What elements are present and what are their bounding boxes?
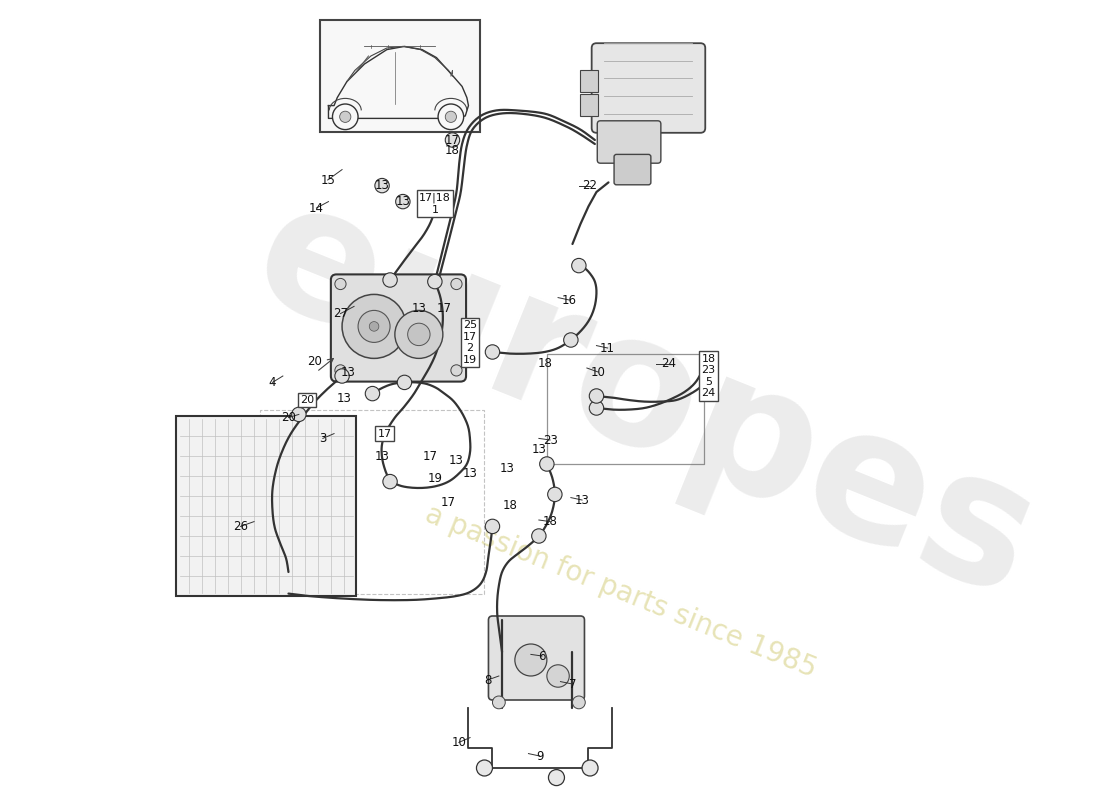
- Text: 20: 20: [300, 395, 313, 405]
- Circle shape: [590, 401, 604, 415]
- Text: 13: 13: [375, 450, 389, 462]
- Text: 15: 15: [320, 174, 336, 186]
- Text: 13: 13: [375, 179, 389, 192]
- Text: europes: europes: [230, 164, 1059, 636]
- Text: 26: 26: [233, 520, 248, 533]
- Text: 23: 23: [542, 434, 558, 446]
- Text: 18: 18: [538, 358, 552, 370]
- Circle shape: [395, 310, 443, 358]
- Circle shape: [332, 104, 359, 130]
- Text: 17: 17: [437, 302, 452, 314]
- Circle shape: [572, 696, 585, 709]
- Circle shape: [515, 644, 547, 676]
- Circle shape: [582, 760, 598, 776]
- Text: 18
23
5
24: 18 23 5 24: [702, 354, 716, 398]
- FancyBboxPatch shape: [614, 154, 651, 185]
- Text: 22: 22: [583, 179, 597, 192]
- Text: 10: 10: [451, 736, 466, 749]
- Text: 4: 4: [268, 376, 276, 389]
- Bar: [320, 20, 481, 132]
- Text: 13: 13: [449, 454, 464, 466]
- Text: 13: 13: [574, 494, 590, 506]
- Text: 25
17
2
19: 25 17 2 19: [463, 320, 477, 365]
- Text: 10: 10: [591, 366, 605, 378]
- Text: a passion for parts since 1985: a passion for parts since 1985: [420, 501, 821, 683]
- Text: 13: 13: [531, 443, 547, 456]
- Text: 6: 6: [538, 650, 546, 662]
- Circle shape: [493, 696, 505, 709]
- Text: 18: 18: [446, 144, 460, 157]
- Text: 17|18
1: 17|18 1: [419, 193, 451, 215]
- Circle shape: [370, 322, 378, 331]
- Circle shape: [446, 133, 460, 147]
- Circle shape: [548, 487, 562, 502]
- Text: 27: 27: [333, 307, 348, 320]
- Circle shape: [359, 310, 390, 342]
- Circle shape: [451, 365, 462, 376]
- Text: 13: 13: [395, 195, 410, 208]
- Text: 16: 16: [562, 294, 576, 306]
- FancyBboxPatch shape: [331, 274, 466, 382]
- Circle shape: [365, 386, 380, 401]
- Bar: [581, 94, 598, 116]
- Text: 13: 13: [411, 302, 427, 314]
- Text: 18: 18: [503, 499, 517, 512]
- Circle shape: [563, 333, 579, 347]
- FancyBboxPatch shape: [488, 616, 584, 700]
- Text: 3: 3: [319, 432, 327, 445]
- Text: 14: 14: [309, 202, 324, 214]
- Text: 17: 17: [446, 134, 460, 146]
- Text: 17: 17: [422, 450, 438, 462]
- Circle shape: [451, 278, 462, 290]
- Text: 13: 13: [341, 366, 356, 378]
- Circle shape: [334, 365, 346, 376]
- Circle shape: [375, 178, 389, 193]
- Circle shape: [396, 194, 410, 209]
- Circle shape: [438, 104, 464, 130]
- Text: 19: 19: [428, 472, 442, 485]
- Text: 7: 7: [569, 678, 576, 690]
- Circle shape: [340, 111, 351, 122]
- Text: 17: 17: [377, 429, 392, 438]
- Bar: [176, 416, 356, 596]
- Circle shape: [383, 273, 397, 287]
- Circle shape: [342, 294, 406, 358]
- Text: 13: 13: [463, 467, 477, 480]
- Circle shape: [549, 770, 564, 786]
- Circle shape: [446, 111, 456, 122]
- Circle shape: [292, 407, 306, 422]
- Text: 20: 20: [280, 411, 296, 424]
- Circle shape: [485, 345, 499, 359]
- Text: 20: 20: [307, 355, 322, 368]
- Text: 17: 17: [441, 496, 456, 509]
- Circle shape: [383, 474, 397, 489]
- Circle shape: [540, 457, 554, 471]
- Circle shape: [476, 760, 493, 776]
- Circle shape: [531, 529, 546, 543]
- Circle shape: [428, 194, 442, 209]
- Bar: [581, 70, 598, 92]
- Circle shape: [334, 278, 346, 290]
- Circle shape: [397, 375, 411, 390]
- Text: 24: 24: [661, 358, 676, 370]
- Circle shape: [590, 389, 604, 403]
- Circle shape: [485, 519, 499, 534]
- Text: 13: 13: [337, 392, 352, 405]
- Text: 8: 8: [484, 674, 492, 686]
- Circle shape: [334, 369, 350, 383]
- FancyBboxPatch shape: [597, 121, 661, 163]
- Text: 9: 9: [536, 750, 543, 762]
- Text: 18: 18: [542, 515, 558, 528]
- FancyBboxPatch shape: [592, 43, 705, 133]
- Circle shape: [428, 274, 442, 289]
- Text: 13: 13: [499, 462, 515, 474]
- Circle shape: [408, 323, 430, 346]
- Text: 11: 11: [601, 342, 615, 354]
- Circle shape: [572, 258, 586, 273]
- Circle shape: [547, 665, 570, 687]
